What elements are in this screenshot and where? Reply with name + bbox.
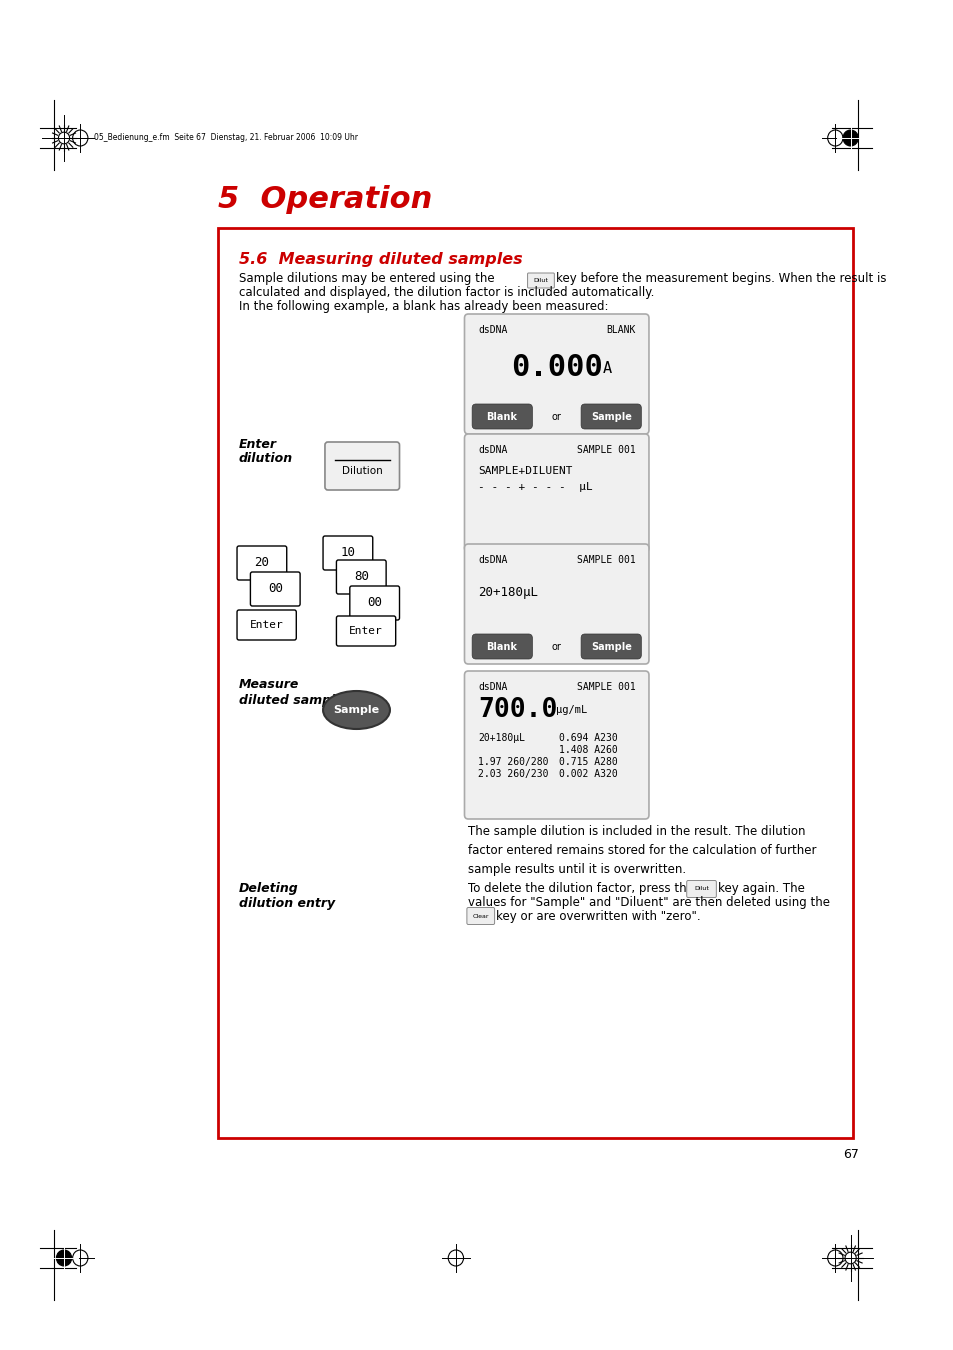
Text: Dilut: Dilut [533, 278, 548, 283]
Text: 05_Bedienung_e.fm  Seite 67  Dienstag, 21. Februar 2006  10:09 Uhr: 05_Bedienung_e.fm Seite 67 Dienstag, 21.… [93, 134, 357, 143]
Text: 67: 67 [841, 1149, 858, 1161]
FancyBboxPatch shape [472, 634, 532, 659]
Text: dsDNA: dsDNA [477, 446, 507, 455]
Text: 2.03 260/230: 2.03 260/230 [477, 769, 548, 779]
Text: BLANK: BLANK [605, 325, 635, 335]
Text: 20: 20 [254, 556, 269, 570]
Text: Measure: Measure [238, 678, 299, 691]
Text: 20+180μL: 20+180μL [477, 586, 537, 599]
FancyBboxPatch shape [350, 586, 399, 620]
Text: Enter: Enter [349, 626, 382, 636]
Text: SAMPLE+DILUENT: SAMPLE+DILUENT [477, 466, 572, 477]
Text: 0.000: 0.000 [510, 352, 602, 382]
FancyBboxPatch shape [464, 544, 648, 664]
Text: - - - + - - -  μL: - - - + - - - μL [477, 482, 592, 491]
Text: Sample: Sample [591, 412, 632, 421]
Text: Enter: Enter [250, 620, 283, 630]
FancyBboxPatch shape [236, 545, 287, 580]
Text: 00: 00 [268, 582, 282, 595]
FancyBboxPatch shape [464, 671, 648, 819]
Text: Dilution: Dilution [341, 466, 382, 477]
Text: key again. The: key again. The [717, 882, 803, 895]
Text: To delete the dilution factor, press the: To delete the dilution factor, press the [468, 882, 694, 895]
Text: The sample dilution is included in the result. The dilution
factor entered remai: The sample dilution is included in the r… [468, 825, 816, 876]
Ellipse shape [323, 691, 390, 729]
Text: dsDNA: dsDNA [477, 555, 507, 566]
Text: Enter: Enter [238, 437, 276, 451]
Text: 1.408 A260: 1.408 A260 [558, 745, 618, 755]
Text: Dilut: Dilut [694, 887, 708, 891]
FancyBboxPatch shape [580, 634, 640, 659]
Text: Sample: Sample [591, 641, 632, 652]
FancyBboxPatch shape [336, 560, 386, 594]
FancyBboxPatch shape [466, 907, 494, 925]
Text: μg/mL: μg/mL [556, 705, 587, 716]
Text: 20+180μL: 20+180μL [477, 733, 524, 743]
Text: A: A [602, 360, 611, 377]
Text: Sample: Sample [334, 705, 379, 716]
FancyBboxPatch shape [236, 610, 296, 640]
FancyBboxPatch shape [686, 880, 716, 898]
Text: 0.002 A320: 0.002 A320 [558, 769, 618, 779]
Text: 5  Operation: 5 Operation [217, 185, 432, 215]
Text: calculated and displayed, the dilution factor is included automatically.: calculated and displayed, the dilution f… [238, 286, 654, 298]
Text: Deleting: Deleting [238, 882, 298, 895]
Text: 1.97 260/280: 1.97 260/280 [477, 757, 548, 767]
FancyBboxPatch shape [472, 404, 532, 429]
Text: 80: 80 [354, 571, 369, 583]
Text: or: or [551, 641, 561, 652]
Text: 700.0: 700.0 [477, 697, 557, 724]
Text: dsDNA: dsDNA [477, 325, 507, 335]
Text: Sample dilutions may be entered using the: Sample dilutions may be entered using th… [238, 271, 494, 285]
Text: 10: 10 [340, 547, 355, 559]
Text: dilution entry: dilution entry [238, 896, 335, 910]
Text: key before the measurement begins. When the result is: key before the measurement begins. When … [556, 271, 886, 285]
Text: dilution: dilution [238, 452, 293, 464]
Text: Blank: Blank [486, 641, 517, 652]
Text: key or are overwritten with "zero".: key or are overwritten with "zero". [496, 910, 700, 923]
FancyBboxPatch shape [250, 572, 300, 606]
FancyBboxPatch shape [217, 228, 853, 1138]
Text: 0.694 A230: 0.694 A230 [558, 733, 618, 743]
Text: In the following example, a blank has already been measured:: In the following example, a blank has al… [238, 300, 608, 313]
Text: or: or [551, 412, 561, 421]
FancyBboxPatch shape [527, 273, 554, 288]
Text: Clear: Clear [472, 914, 489, 918]
FancyBboxPatch shape [323, 536, 373, 570]
Circle shape [842, 130, 858, 146]
Text: Blank: Blank [486, 412, 517, 421]
Text: 0.715 A280: 0.715 A280 [558, 757, 618, 767]
FancyBboxPatch shape [325, 441, 399, 490]
Text: 5.6  Measuring diluted samples: 5.6 Measuring diluted samples [238, 252, 522, 267]
Text: dsDNA: dsDNA [477, 682, 507, 693]
Circle shape [56, 1250, 71, 1266]
Text: SAMPLE 001: SAMPLE 001 [577, 555, 635, 566]
Text: diluted sample: diluted sample [238, 694, 343, 707]
FancyBboxPatch shape [464, 315, 648, 433]
Text: 00: 00 [367, 597, 382, 609]
FancyBboxPatch shape [464, 433, 648, 552]
FancyBboxPatch shape [336, 616, 395, 647]
FancyBboxPatch shape [580, 404, 640, 429]
Text: SAMPLE 001: SAMPLE 001 [577, 682, 635, 693]
Text: values for "Sample" and "Diluent" are then deleted using the: values for "Sample" and "Diluent" are th… [468, 896, 829, 909]
Text: SAMPLE 001: SAMPLE 001 [577, 446, 635, 455]
